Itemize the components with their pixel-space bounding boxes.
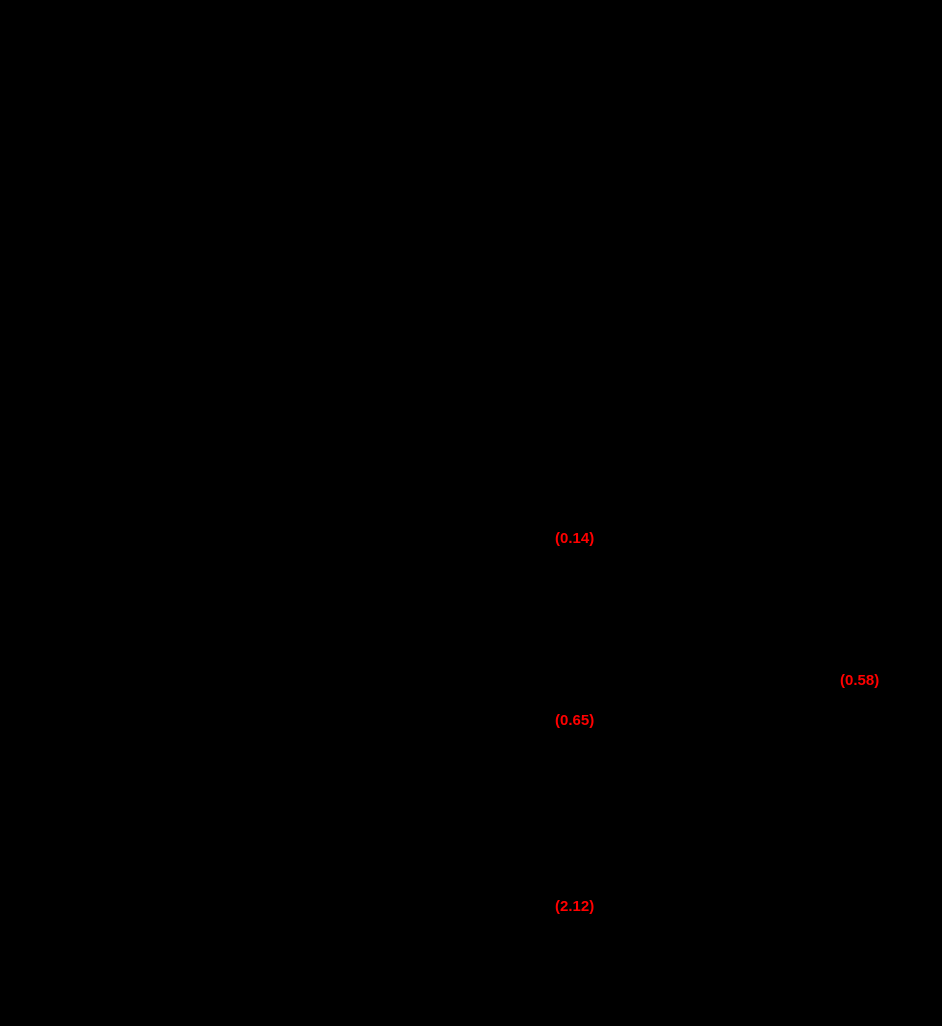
annotation-label: (0.65) <box>555 712 594 729</box>
annotation-label: (2.12) <box>555 898 594 915</box>
annotation-label: (0.14) <box>555 530 594 547</box>
chart-canvas: (0.14) (0.58) (0.65) (2.12) <box>0 0 942 1026</box>
annotation-label: (0.58) <box>840 672 879 689</box>
